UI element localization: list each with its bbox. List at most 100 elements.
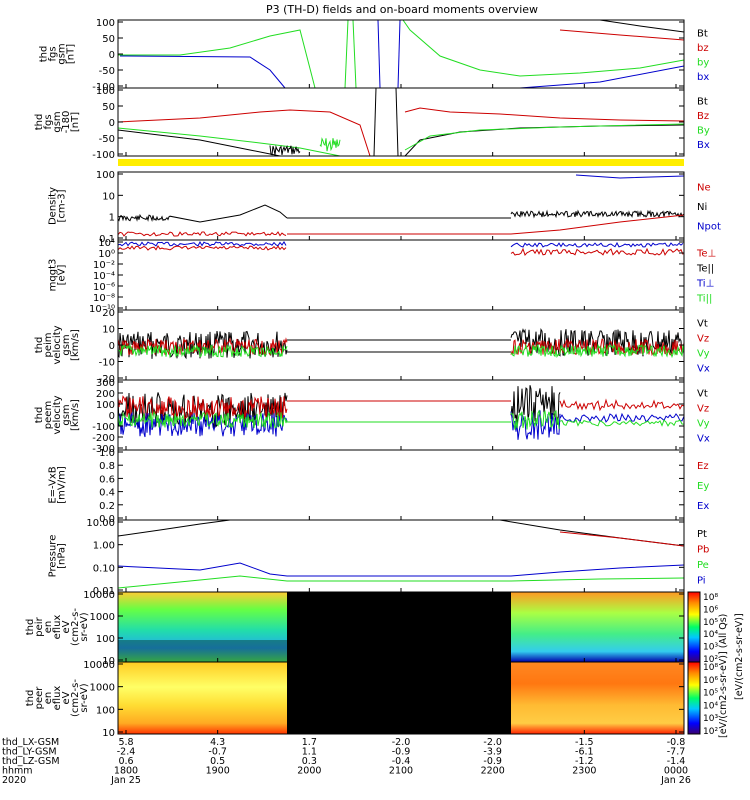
xaxis-value: 0.6 bbox=[118, 756, 133, 767]
series-noise bbox=[269, 144, 301, 156]
series-vx-e bbox=[559, 412, 685, 423]
legend-Vy: Vy bbox=[697, 349, 710, 360]
xaxis-value: -3.9 bbox=[483, 747, 502, 758]
xaxis-row-label: thd_LX-GSM bbox=[2, 737, 59, 748]
peer-heatmap bbox=[118, 662, 684, 734]
ytick-label: 10⁰ bbox=[98, 249, 115, 260]
xaxis-value: -1.5 bbox=[575, 737, 594, 748]
series-pe bbox=[117, 575, 685, 589]
xaxis-value: 1800 bbox=[114, 766, 138, 777]
xaxis-row-label: thd_LY-GSM bbox=[2, 747, 57, 758]
legend-Bx: Bx bbox=[697, 140, 710, 151]
y-axis-label: [nT] bbox=[70, 112, 81, 132]
ytick-label: 10⁻⁴ bbox=[93, 271, 115, 282]
axes-layer: 100500-50-100thdfgsgsm[nT]Btbzbybx100500… bbox=[25, 18, 721, 739]
ytick-label: 100 bbox=[96, 18, 115, 29]
y-axis-label: (cm2-s- bbox=[70, 608, 81, 646]
colorbar-tick: 10² bbox=[703, 655, 718, 665]
y-axis-label: gsm bbox=[61, 404, 72, 425]
y-axis-label: gsm bbox=[61, 334, 72, 355]
x-axis-labels: thd_LX-GSM 5.8 4.3 1.7 -2.0 -2.0 -1.5 -0.8 thd_L… bbox=[2, 737, 691, 786]
ytick-label: 0.01 bbox=[93, 586, 115, 597]
legend-Pb: Pb bbox=[697, 544, 709, 555]
xaxis-row-label: hhmm bbox=[2, 766, 33, 777]
xaxis-value: Jan 26 bbox=[660, 775, 691, 786]
series-pt bbox=[117, 519, 231, 537]
legend-Ni: Ni bbox=[697, 202, 707, 213]
y-axis-label: peir bbox=[34, 616, 45, 636]
ytick-label: 10 bbox=[102, 656, 115, 667]
ytick-label: 50 bbox=[102, 102, 115, 113]
colorbar-peir bbox=[687, 591, 701, 663]
y-axis-label: peem bbox=[43, 401, 54, 429]
legend-bz: bz bbox=[697, 43, 709, 54]
y-axis-label: mqgt3 bbox=[48, 259, 59, 292]
xaxis-value: 2000 bbox=[297, 766, 321, 777]
ytick-label: 300 bbox=[96, 378, 115, 389]
series-by-fgl bbox=[117, 127, 341, 157]
ytick-label: 0.4 bbox=[99, 488, 115, 499]
colorbar-tick: 10² bbox=[703, 727, 718, 737]
panel-frame-peim-velocity bbox=[117, 309, 685, 381]
ytick-label: 100 bbox=[96, 86, 115, 97]
xaxis-value: -0.7 bbox=[208, 747, 227, 758]
legend-Bt: Bt bbox=[697, 28, 708, 39]
ytick-label: 100 bbox=[96, 170, 115, 181]
ytick-label: 0.10 bbox=[93, 563, 115, 574]
y-axis-label: peer bbox=[34, 686, 45, 710]
y-axis-label: velocity bbox=[52, 395, 63, 434]
y-axis-label: Density bbox=[48, 187, 59, 225]
y-axis-label: gsm bbox=[52, 111, 63, 132]
ytick-label: 10⁻⁶ bbox=[93, 282, 115, 293]
y-axis-label: eflux bbox=[52, 615, 63, 640]
ytick-label: 0 bbox=[109, 411, 115, 422]
series-by bbox=[402, 19, 685, 77]
series-tiperp bbox=[117, 240, 287, 247]
xaxis-value: -0.8 bbox=[667, 737, 686, 748]
ytick-label: 0 bbox=[109, 118, 115, 129]
series-vy-e bbox=[510, 409, 561, 430]
ytick-label: 10⁻¹⁰ bbox=[89, 304, 115, 315]
legend-Bt: Bt bbox=[697, 96, 708, 107]
panel-frame-temperature bbox=[117, 239, 685, 311]
xaxis-value: 0.5 bbox=[210, 756, 225, 767]
series-vt-e bbox=[510, 385, 561, 425]
series-noise bbox=[319, 137, 341, 152]
colorbar-tick: 10⁸ bbox=[703, 593, 718, 603]
legend-Vz: Vz bbox=[697, 334, 709, 345]
colorbar-tick: 10⁴ bbox=[703, 630, 718, 640]
legend-Te||: Te|| bbox=[696, 264, 714, 275]
colorbar-tick: 10⁵ bbox=[703, 689, 718, 699]
legend-Te⊥: Te⊥ bbox=[696, 249, 716, 260]
ytick-label: 200 bbox=[96, 389, 115, 400]
ytick-label: 10000 bbox=[83, 590, 115, 601]
legend-Ne: Ne bbox=[697, 183, 711, 194]
colorbar-tick: 10⁶ bbox=[703, 605, 718, 615]
legend-By: By bbox=[697, 125, 710, 136]
ytick-label: 1 bbox=[109, 213, 115, 224]
colorbar-tick: 10⁴ bbox=[703, 701, 718, 711]
xaxis-value: 2300 bbox=[572, 766, 596, 777]
series-pb bbox=[559, 531, 685, 547]
y-axis-label: thd bbox=[39, 46, 50, 63]
series-vy-e bbox=[117, 410, 288, 429]
xaxis-value: 5.8 bbox=[118, 737, 133, 748]
xaxis-value: -2.4 bbox=[117, 747, 136, 758]
colorbar-tick: 10³ bbox=[703, 714, 718, 724]
colorbar-tick: 10⁸ bbox=[703, 663, 718, 673]
ytick-label: 10 bbox=[102, 325, 115, 336]
legend-Bz: Bz bbox=[697, 111, 709, 122]
colorbar-tick: 10⁵ bbox=[703, 618, 718, 628]
series-vy-e bbox=[559, 419, 685, 427]
series-bx bbox=[519, 65, 685, 89]
ytick-label: 1000 bbox=[90, 612, 115, 623]
legend-Vz: Vz bbox=[697, 404, 709, 415]
ytick-label: -100 bbox=[92, 150, 115, 161]
xaxis-value: -0.9 bbox=[483, 756, 502, 767]
ytick-label: -10 bbox=[99, 358, 115, 369]
xaxis-value: -7.7 bbox=[667, 747, 686, 758]
series-by bbox=[118, 29, 316, 89]
xaxis-value: 4.3 bbox=[210, 737, 225, 748]
ytick-label: -20 bbox=[99, 374, 115, 385]
